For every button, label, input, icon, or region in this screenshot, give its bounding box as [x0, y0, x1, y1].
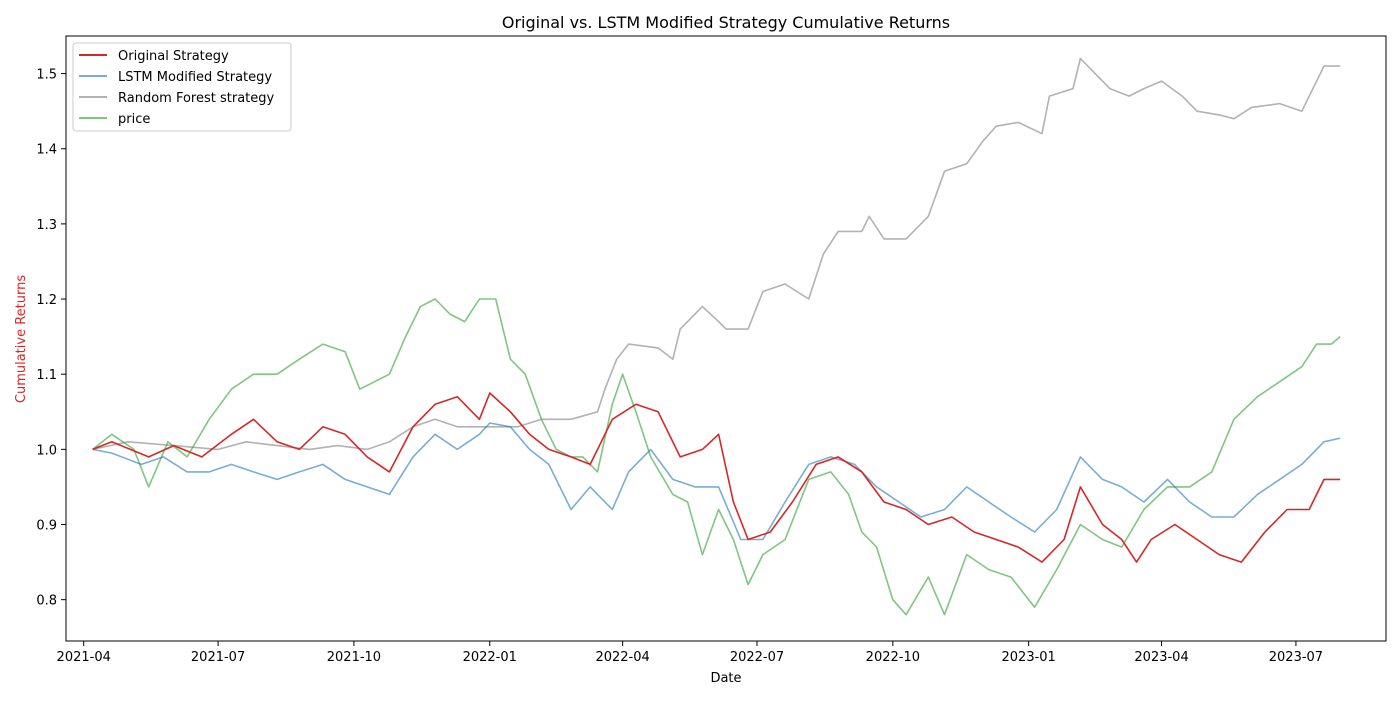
series-line-random-forest-strategy: [92, 57, 1341, 451]
y-tick-label: 1.1: [36, 368, 57, 383]
x-tick-label: 2022-01: [463, 650, 517, 665]
x-tick-label: 2023-01: [1002, 650, 1056, 665]
y-axis-label: Cumulative Returns: [14, 275, 29, 403]
y-tick-label: 0.8: [36, 594, 57, 609]
x-tick-label: 2023-04: [1134, 650, 1188, 665]
x-tick-label: 2021-07: [191, 650, 245, 665]
y-tick-label: 1.4: [36, 143, 57, 158]
legend: Original Strategy LSTM Modified Strategy R…: [72, 42, 292, 132]
plot-area: [66, 36, 1386, 641]
legend-label: Original Strategy: [118, 49, 229, 64]
x-tick-label: 2021-10: [327, 650, 381, 665]
x-tick-label: 2021-04: [57, 650, 111, 665]
chart-title: Original vs. LSTM Modified Strategy Cumu…: [502, 13, 950, 32]
series-line-price: [92, 298, 1341, 616]
x-tick-label: 2022-07: [730, 650, 784, 665]
series-layer: [92, 57, 1341, 616]
x-axis-label: Date: [710, 671, 741, 686]
series-line-original-strategy: [92, 392, 1341, 563]
y-tick-label: 1.3: [36, 218, 57, 233]
legend-label: LSTM Modified Strategy: [118, 70, 272, 85]
series-line-lstm-modified-strategy: [92, 422, 1341, 541]
y-tick-label: 1.2: [36, 293, 57, 308]
legend-label: Random Forest strategy: [118, 91, 275, 106]
x-tick-label: 2022-04: [595, 650, 649, 665]
y-tick-label: 1.0: [36, 443, 57, 458]
legend-label: price: [118, 112, 150, 127]
plot-frame: [65, 35, 1387, 642]
x-tick-label: 2022-10: [866, 650, 920, 665]
axes-layer: 2021-04 2021-07 2021-10 2022-01 2022-04 2022-…: [36, 68, 1323, 665]
y-tick-label: 1.5: [36, 68, 57, 83]
x-tick-label: 2023-07: [1269, 650, 1323, 665]
y-tick-label: 0.9: [36, 519, 57, 534]
legend-box: [72, 42, 292, 132]
